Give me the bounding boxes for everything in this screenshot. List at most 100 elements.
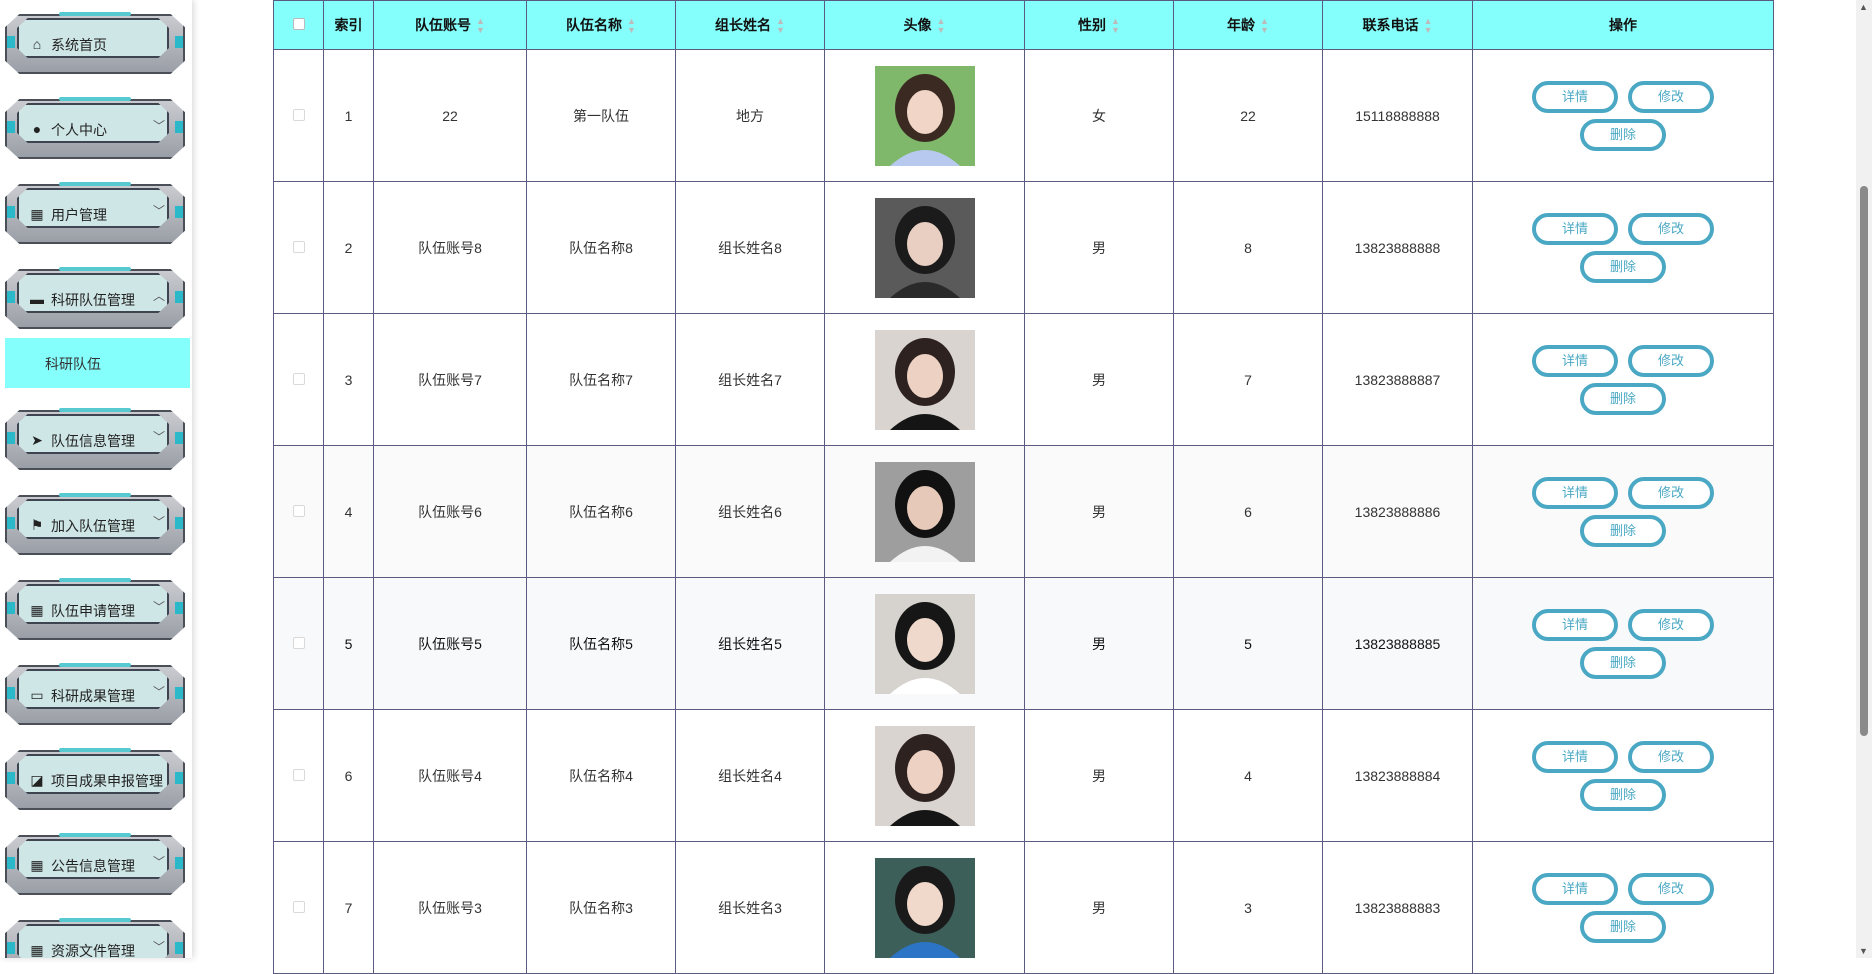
row-checkbox[interactable]	[292, 636, 305, 649]
select-all-checkbox[interactable]	[292, 18, 305, 30]
header-leader[interactable]: 组长姓名 ▲ ▼	[675, 0, 825, 50]
detail-button[interactable]: 详情	[1532, 740, 1618, 773]
delete-button[interactable]: 删除	[1580, 646, 1666, 679]
row-select-cell[interactable]	[273, 577, 324, 710]
table-row[interactable]: 6 队伍账号4 队伍名称4 组长姓名4 男 4 13823888884 详情 修改 删除	[273, 709, 1774, 842]
action-line: 详情 修改	[1473, 210, 1773, 248]
sidebar-item-9[interactable]: ▦ 公告信息管理 ﹀	[5, 829, 185, 899]
edit-button[interactable]: 修改	[1628, 80, 1714, 113]
delete-button[interactable]: 删除	[1580, 910, 1666, 943]
cell-avatar	[824, 181, 1025, 314]
header-age[interactable]: 年龄 ▲ ▼	[1173, 0, 1323, 50]
sidebar-item-7[interactable]: ▭ 科研成果管理 ﹀	[5, 659, 185, 729]
header-avatar[interactable]: 头像 ▲ ▼	[824, 0, 1025, 50]
cell-gender: 女	[1024, 49, 1174, 182]
sidebar-item-6[interactable]: ▦ 队伍申请管理 ﹀	[5, 574, 185, 644]
menu-side-decoration	[7, 857, 15, 869]
submenu-item-research-team[interactable]: 科研队伍	[5, 338, 190, 388]
header-gender[interactable]: 性别 ▲ ▼	[1024, 0, 1174, 50]
menu-side-decoration	[7, 121, 15, 133]
sidebar-item-label: 科研队伍管理	[51, 292, 135, 308]
scroll-down-icon[interactable]: ▼	[1859, 946, 1868, 956]
sort-icon[interactable]: ▲ ▼	[476, 16, 485, 36]
row-checkbox[interactable]	[292, 900, 305, 913]
row-checkbox[interactable]	[292, 768, 305, 781]
scroll-up-icon[interactable]: ▲	[1859, 2, 1868, 12]
row-checkbox[interactable]	[292, 372, 305, 385]
edit-button[interactable]: 修改	[1628, 344, 1714, 377]
row-checkbox[interactable]	[292, 240, 305, 253]
cell-leader: 组长姓名8	[675, 181, 825, 314]
menu-inner	[17, 669, 169, 709]
table-row[interactable]: 2 队伍账号8 队伍名称8 组长姓名8 男 8 13823888888 详情 修改 删除	[273, 181, 1774, 314]
sort-icon[interactable]: ▲ ▼	[1423, 16, 1433, 36]
delete-button[interactable]: 删除	[1580, 250, 1666, 283]
row-checkbox[interactable]	[292, 108, 305, 121]
detail-button[interactable]: 详情	[1532, 344, 1618, 377]
header-phone[interactable]: 联系电话 ▲ ▼	[1322, 0, 1473, 50]
cell-actions: 详情 修改 删除	[1472, 181, 1774, 314]
row-select-cell[interactable]	[273, 313, 324, 446]
select-all-cell[interactable]	[273, 0, 324, 50]
detail-button[interactable]: 详情	[1532, 872, 1618, 905]
row-select-cell[interactable]	[273, 181, 324, 314]
edit-button[interactable]: 修改	[1628, 872, 1714, 905]
avatar[interactable]	[874, 197, 975, 298]
edit-button[interactable]: 修改	[1628, 476, 1714, 509]
page-scrollbar[interactable]: ▲ ▼	[1856, 0, 1872, 958]
cell-gender: 男	[1024, 445, 1174, 578]
header-account[interactable]: 队伍账号 ▲ ▼	[373, 0, 527, 50]
scroll-thumb[interactable]	[1860, 186, 1868, 736]
action-line: 详情 修改	[1473, 606, 1773, 644]
sort-icon[interactable]: ▲ ▼	[627, 16, 636, 36]
sidebar-item-5[interactable]: ⚑ 加入队伍管理 ﹀	[5, 489, 185, 559]
row-select-cell[interactable]	[273, 49, 324, 182]
table-row[interactable]: 7 队伍账号3 队伍名称3 组长姓名3 男 3 13823888883 详情 修改 删除	[273, 841, 1774, 974]
sidebar-item-8[interactable]: ◪ 项目成果申报管理	[5, 744, 185, 814]
menu-side-decoration	[175, 121, 183, 133]
avatar[interactable]	[874, 461, 975, 562]
detail-button[interactable]: 详情	[1532, 476, 1618, 509]
edit-button[interactable]: 修改	[1628, 608, 1714, 641]
row-checkbox[interactable]	[292, 504, 305, 517]
row-select-cell[interactable]	[273, 709, 324, 842]
cell-leader: 组长姓名4	[675, 709, 825, 842]
delete-button[interactable]: 删除	[1580, 778, 1666, 811]
detail-button[interactable]: 详情	[1532, 80, 1618, 113]
table-row[interactable]: 4 队伍账号6 队伍名称6 组长姓名6 男 6 13823888886 详情 修改 删除	[273, 445, 1774, 578]
sort-icon[interactable]: ▲ ▼	[1260, 16, 1269, 36]
action-line: 详情 修改	[1473, 870, 1773, 908]
delete-button[interactable]: 删除	[1580, 514, 1666, 547]
table-row[interactable]: 5 队伍账号5 队伍名称5 组长姓名5 男 5 13823888885 详情 修改 删除	[273, 577, 1774, 710]
table-row[interactable]: 3 队伍账号7 队伍名称7 组长姓名7 男 7 13823888887 详情 修改 删除	[273, 313, 1774, 446]
detail-button[interactable]: 详情	[1532, 608, 1618, 641]
detail-button[interactable]: 详情	[1532, 212, 1618, 245]
sidebar-item-10[interactable]: ▦ 资源文件管理 ﹀	[5, 914, 185, 958]
delete-button[interactable]: 删除	[1580, 118, 1666, 151]
avatar[interactable]	[874, 593, 975, 694]
avatar[interactable]	[874, 857, 975, 958]
store-icon: ▬	[30, 291, 44, 307]
edit-button[interactable]: 修改	[1628, 740, 1714, 773]
edit-button[interactable]: 修改	[1628, 212, 1714, 245]
menu-inner	[17, 499, 169, 539]
header-name[interactable]: 队伍名称 ▲ ▼	[526, 0, 676, 50]
row-select-cell[interactable]	[273, 445, 324, 578]
avatar[interactable]	[874, 329, 975, 430]
sort-icon[interactable]: ▲ ▼	[1111, 16, 1120, 36]
delete-button[interactable]: 删除	[1580, 382, 1666, 415]
sort-icon[interactable]: ▲ ▼	[936, 16, 946, 36]
sidebar-item-4[interactable]: ➤ 队伍信息管理 ﹀	[5, 404, 185, 474]
avatar[interactable]	[874, 65, 975, 166]
sidebar-item-2[interactable]: ▦ 用户管理 ﹀	[5, 178, 185, 248]
menu-side-decoration	[175, 942, 183, 954]
menu-tab-decoration	[59, 578, 131, 582]
sidebar-item-3[interactable]: ▬ 科研队伍管理 ︿	[5, 263, 185, 333]
row-select-cell[interactable]	[273, 841, 324, 974]
cell-phone: 13823888884	[1322, 709, 1473, 842]
sidebar-item-0[interactable]: ⌂ 系统首页	[5, 8, 185, 78]
sidebar-item-1[interactable]: ● 个人中心 ﹀	[5, 93, 185, 163]
avatar[interactable]	[874, 725, 975, 826]
table-row[interactable]: 1 22 第一队伍 地方女 22 15118888888 详情 修改 删除	[273, 49, 1774, 182]
sort-icon[interactable]: ▲ ▼	[776, 16, 785, 36]
